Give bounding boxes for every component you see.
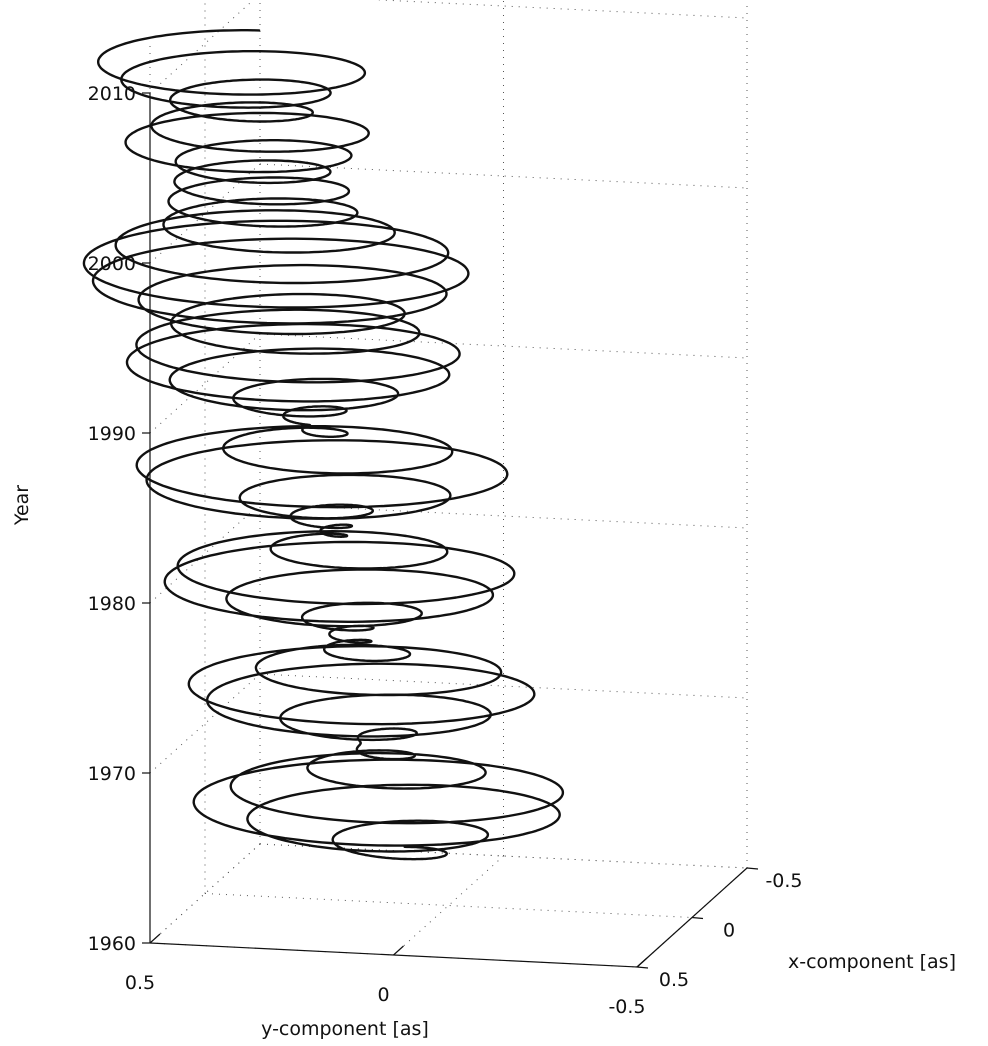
y-tick [393,945,404,956]
y-tick-label: 0.5 [125,972,155,994]
x-tick-label: 0 [723,920,735,942]
y-tick-label: -0.5 [608,996,645,1018]
z-tick-label: 1960 [88,933,136,955]
grid-line-back-z [259,503,748,529]
z-tick-label: 2000 [88,253,136,275]
y-axis-label: y-component [as] [261,1018,429,1040]
grid-line-back-z [259,163,748,189]
x-tick-label: 0.5 [659,969,689,991]
grid-line-floor-y [393,855,504,956]
z-tick-label: 2010 [88,83,136,105]
y-tick [636,957,648,968]
y-tick-label: 0 [377,984,389,1006]
label-layer: Year y-component [as] x-component [as] 1… [11,83,956,1040]
z-tick-label: 1980 [88,593,136,615]
y-tick [149,933,161,944]
trace-layer [82,29,565,861]
polar-motion-trace [82,29,565,861]
x-tick [746,867,759,870]
x-tick [636,966,649,969]
grid-line-floor-x [204,893,693,918]
grid-line-back-z [259,333,748,359]
axis-layer [142,92,759,969]
x-tick-label: -0.5 [765,870,802,892]
x-tick [691,916,704,920]
z-axis-label: Year [11,485,33,526]
grid-line-back-z [371,0,748,19]
z-tick-label: 1990 [88,423,136,445]
x-axis-label: x-component [as] [788,951,956,973]
z-tick-label: 1970 [88,763,136,785]
grid-line-floor-x [259,843,748,869]
grid-line-back-z [259,673,748,699]
